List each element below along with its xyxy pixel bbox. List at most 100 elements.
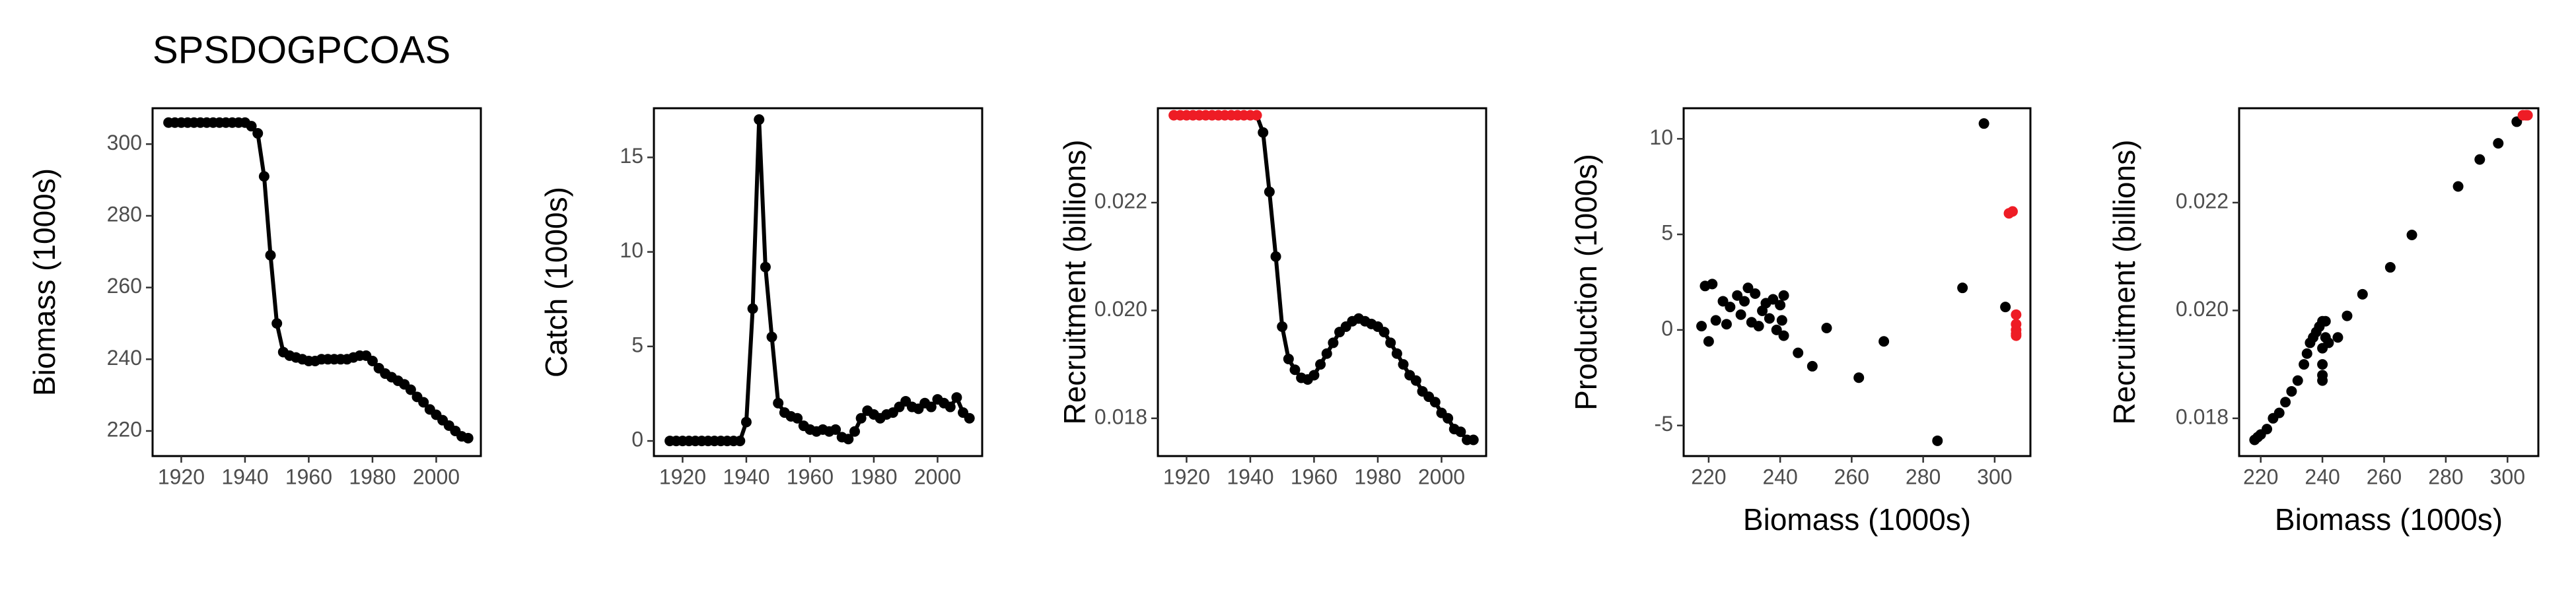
data-point	[2342, 310, 2353, 321]
data-point	[2292, 375, 2303, 386]
data-point	[964, 412, 975, 424]
y-axis-title: Recruitment (billions)	[2107, 139, 2141, 424]
x-tick-label: 1980	[850, 465, 897, 488]
data-point	[1315, 359, 1326, 370]
data-point	[1750, 288, 1761, 299]
data-point	[1703, 336, 1714, 347]
x-tick-label: 2000	[413, 465, 460, 488]
data-line	[1174, 113, 1474, 442]
data-line	[168, 120, 469, 440]
data-point	[2317, 375, 2328, 386]
data-point	[2000, 302, 2011, 313]
x-tick-label: 2000	[914, 465, 961, 488]
x-tick-label: 1960	[1291, 465, 1338, 488]
x-tick-label: 280	[2428, 465, 2463, 488]
data-point	[1771, 324, 1782, 335]
y-tick-label: 0	[1661, 316, 1673, 340]
plot-frame	[1682, 107, 2032, 457]
data-point	[2320, 315, 2331, 327]
data-point	[1378, 327, 1390, 338]
data-point	[1739, 296, 1750, 307]
data-point	[1807, 360, 1818, 372]
data-point	[462, 432, 474, 444]
data-point	[2317, 359, 2328, 370]
data-point	[734, 436, 746, 447]
data-point	[1429, 397, 1441, 408]
y-axis-title: Biomass (1000s)	[27, 168, 61, 396]
data-point	[1270, 251, 1281, 262]
panel: 1920 1940 1960 1980 2000 0 5 10 15 Catch (1000s)	[539, 107, 984, 488]
data-point	[2262, 424, 2273, 435]
x-tick-label: 1920	[659, 465, 706, 488]
data-point	[1878, 336, 1890, 347]
data-point	[1978, 118, 1989, 129]
x-tick-label: 1940	[221, 465, 268, 488]
x-tick-label: 240	[2305, 465, 2340, 488]
data-point	[1328, 337, 1339, 348]
data-point	[773, 397, 784, 409]
data-point	[747, 303, 758, 314]
y-tick-label: 0.022	[2176, 189, 2229, 213]
y-tick-label: 10	[620, 238, 643, 262]
data-point	[258, 171, 269, 182]
data-point	[830, 424, 841, 435]
data-point	[367, 356, 378, 367]
data-point	[1735, 309, 1746, 320]
data-point	[1732, 290, 1743, 301]
data-point	[1793, 347, 1804, 358]
data-point	[2357, 288, 2368, 300]
data-point	[1775, 300, 1786, 311]
plot-frame	[151, 107, 482, 457]
data-point	[754, 114, 765, 125]
y-tick-label: 5	[631, 333, 643, 356]
data-point	[1821, 322, 1832, 333]
panel: 220 240 260 280 300 -5 0 5 10 Production (1000s) B…	[1569, 107, 2032, 537]
data-point	[405, 384, 416, 395]
data-point	[2406, 230, 2417, 241]
data-point	[1258, 127, 1269, 138]
data-point	[2493, 138, 2504, 149]
data-point	[1853, 372, 1865, 383]
data-point	[1764, 313, 1775, 324]
data-point	[1725, 302, 1736, 313]
data-point	[1398, 359, 1409, 370]
x-axis-title: Biomass (1000s)	[2275, 502, 2503, 537]
data-point	[1410, 375, 1421, 386]
x-tick-label: 1960	[787, 465, 834, 488]
data-point	[1710, 315, 1721, 326]
x-tick-label: 1940	[1227, 465, 1273, 488]
data-point	[2323, 337, 2334, 348]
x-tick-label: 280	[1906, 465, 1941, 488]
y-axis-title: Production (1000s)	[1569, 154, 1603, 411]
data-point	[1753, 321, 1764, 332]
plot-frame	[1157, 107, 1487, 457]
y-tick-label: 0.018	[1094, 405, 1147, 428]
data-point	[1742, 282, 1754, 294]
data-point	[925, 401, 937, 412]
y-tick-label: 0.020	[1094, 297, 1147, 321]
y-tick-label: 0.020	[2176, 297, 2229, 321]
data-point	[849, 426, 860, 437]
y-tick-label: 280	[107, 202, 142, 226]
chart-title: SPSDOGPCOAS	[153, 28, 450, 71]
data-point	[1455, 426, 1466, 438]
y-tick-label: 0.022	[1094, 189, 1147, 213]
data-point	[760, 261, 771, 273]
y-axis-title: Recruitment (billions)	[1057, 139, 1092, 424]
x-tick-label: 1940	[723, 465, 769, 488]
y-tick-label: 300	[107, 131, 142, 154]
x-tick-label: 1920	[1163, 465, 1210, 488]
y-tick-label: 0.018	[2176, 405, 2229, 428]
data-point	[1443, 412, 1454, 424]
data-point	[252, 128, 264, 139]
data-point	[1277, 321, 1288, 332]
x-tick-label: 260	[2367, 465, 2402, 488]
data-point	[1721, 319, 1732, 330]
data-point	[1251, 110, 1262, 121]
x-tick-label: 240	[1762, 465, 1797, 488]
x-tick-label: 300	[1977, 465, 2012, 488]
y-tick-label: 240	[107, 346, 142, 370]
data-point	[2011, 330, 2022, 341]
panel: SPSDOGPCOAS 1920 1940 1960 1980 2000 220 240 260…	[27, 28, 482, 488]
